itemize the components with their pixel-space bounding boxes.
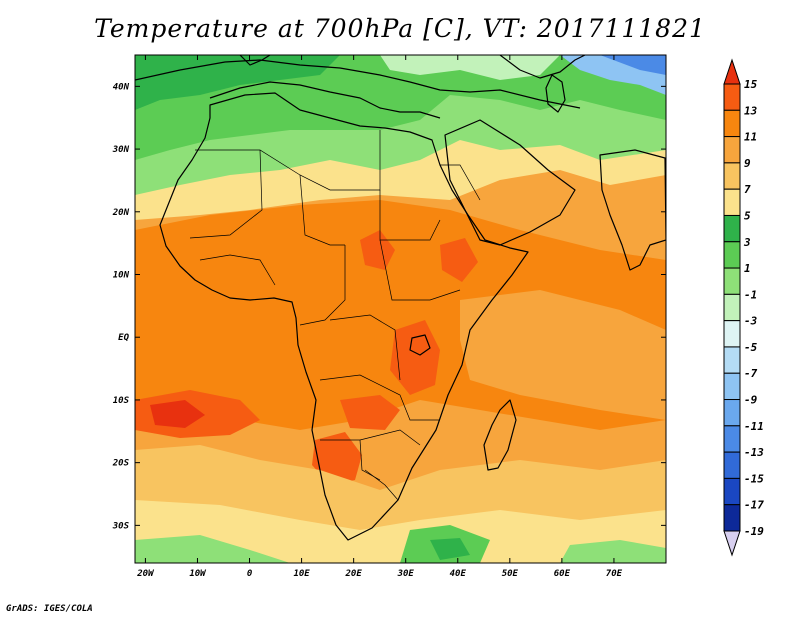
- colorbar-swatch: [723, 109, 741, 138]
- chart-title: Temperature at 700hPa [C], VT: 201711182…: [94, 14, 706, 43]
- colorbar-swatch: [723, 136, 741, 164]
- temperature-field: [135, 55, 666, 563]
- colorbar-label: -9: [744, 394, 758, 407]
- lon-label: 10E: [293, 569, 310, 579]
- colorbar-label: -7: [744, 367, 758, 380]
- colorbar-swatch: [723, 425, 741, 453]
- colorbar-swatch: [723, 58, 741, 85]
- lat-label: EQ: [118, 333, 129, 343]
- lon-label: 70E: [606, 569, 623, 579]
- colorbar-swatch: [723, 293, 741, 322]
- lat-label: 40N: [113, 82, 130, 92]
- lon-label: 40E: [450, 569, 467, 579]
- colorbar-swatch: [723, 372, 741, 401]
- lon-label: 20E: [345, 569, 363, 579]
- colorbar-swatch: [723, 214, 741, 243]
- lat-label: 30S: [112, 521, 130, 531]
- country-borders: [189, 130, 481, 501]
- colorbar-swatch: [723, 451, 741, 479]
- plot-frame: [134, 54, 667, 564]
- lon-label: 60E: [554, 569, 571, 579]
- colorbar-swatch: [723, 399, 741, 427]
- colorbar-swatch: [723, 188, 741, 216]
- colorbar-label: 7: [744, 183, 751, 196]
- lat-label: 10S: [113, 396, 130, 406]
- lat-label: 10N: [113, 271, 130, 281]
- colorbar-label: -19: [744, 525, 764, 538]
- lon-label: 50E: [502, 569, 519, 579]
- colorbar-label: -15: [744, 472, 764, 485]
- colorbar-label: 11: [744, 131, 757, 144]
- colorbar-label: -17: [744, 499, 764, 512]
- longitude-axis: 20W 10W 0 10E 20E 30E 40E 50E 60E 70E: [136, 55, 623, 579]
- colorbar-label: -3: [744, 315, 758, 328]
- lon-label: 10W: [189, 569, 207, 579]
- lat-label: 20N: [112, 208, 130, 218]
- colorbar-swatch: [723, 504, 741, 532]
- colorbar-label: 5: [744, 209, 751, 222]
- colorbar-label: 3: [743, 236, 751, 249]
- colorbar-label: -5: [744, 341, 758, 354]
- colorbar-label: 15: [744, 78, 758, 91]
- lon-label: 30E: [397, 569, 415, 579]
- colorbar-label: 1: [744, 262, 751, 275]
- colorbar-swatch: [723, 83, 741, 111]
- colorbar-label: -1: [744, 288, 757, 301]
- colorbar-label: 13: [744, 104, 758, 117]
- colorbar-label: -11: [744, 420, 764, 433]
- colorbar-label: 9: [744, 157, 751, 170]
- colorbar-swatch: [723, 320, 741, 348]
- colorbar-label: -13: [744, 446, 764, 459]
- latitude-axis: 40N 30N 20N 10N EQ 10S 20S 30S: [112, 82, 666, 531]
- credit-label: GrADS: IGES/COLA: [6, 604, 93, 614]
- coastlines: [135, 55, 666, 541]
- lon-label: 0: [247, 569, 253, 579]
- lon-label: 20W: [136, 569, 155, 579]
- colorbar-swatch: [723, 267, 741, 295]
- colorbar-swatch: [723, 162, 741, 190]
- lat-label: 30N: [112, 145, 130, 155]
- colorbar: 15 13 11 9 7 5 3 1 -1 -3 -5 -7 -9 -11 -13 -15 -17 -19: [723, 58, 764, 557]
- colorbar-swatch: [723, 477, 741, 506]
- colorbar-swatch: [723, 346, 741, 374]
- lat-label: 20S: [112, 459, 130, 469]
- colorbar-swatch: [723, 530, 741, 557]
- colorbar-swatch: [723, 241, 741, 269]
